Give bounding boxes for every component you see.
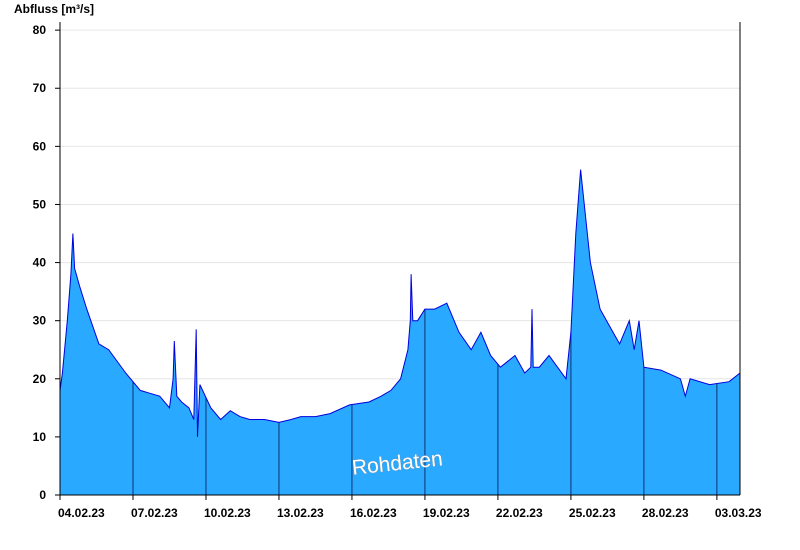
y-tick-label: 40: [33, 256, 47, 270]
x-tick-label: 10.02.23: [204, 506, 251, 520]
x-tick-label: 13.02.23: [277, 506, 324, 520]
y-tick-label: 30: [33, 314, 47, 328]
area: [60, 169, 740, 495]
x-tick-label: 22.02.23: [496, 506, 543, 520]
y-tick-label: 0: [39, 488, 46, 502]
y-tick-label: 20: [33, 372, 47, 386]
x-tick-label: 03.03.23: [715, 506, 762, 520]
x-tick-label: 25.02.23: [569, 506, 616, 520]
y-tick-label: 80: [33, 23, 47, 37]
y-tick-label: 50: [33, 197, 47, 211]
x-tick-label: 16.02.23: [350, 506, 397, 520]
x-tick-label: 04.02.23: [58, 506, 105, 520]
x-tick-label: 28.02.23: [642, 506, 689, 520]
y-tick-label: 10: [33, 430, 47, 444]
y-tick-label: 60: [33, 139, 47, 153]
x-tick-label: 19.02.23: [423, 506, 470, 520]
line: [59, 169, 741, 437]
x-tick-label: 07.02.23: [131, 506, 178, 520]
y-axis-title: Abfluss [m³/s]: [14, 2, 94, 16]
y-tick-label: 70: [33, 81, 47, 95]
